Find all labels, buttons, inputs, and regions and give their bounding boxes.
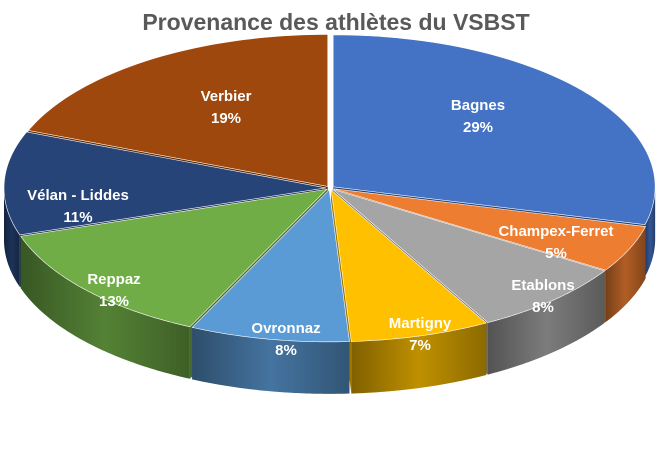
slice-percent-etablons: 8%	[532, 299, 554, 316]
pie-outer-wall-reppaz	[20, 236, 190, 379]
pie-labels: Bagnes 29% Champex-Ferret 5% Etablons 8% Marti…	[27, 88, 613, 359]
pie-tops	[3, 34, 656, 343]
slice-percent-reppaz: 13%	[99, 293, 129, 310]
slice-percent-velan-liddes: 11%	[63, 209, 92, 226]
pie-slice-martigny	[330, 189, 487, 342]
slice-percent-verbier: 19%	[211, 110, 241, 127]
pie-outer-wall-champex-ferret	[605, 226, 646, 323]
pie-slice-reppaz	[20, 188, 328, 328]
slice-percent-bagnes: 29%	[463, 119, 493, 136]
pie-slice-ovronnaz	[191, 189, 350, 343]
slice-label-martigny: Martigny	[389, 315, 452, 332]
pie-slice-champex-ferret	[333, 188, 647, 271]
slice-label-ovronnaz: Ovronnaz	[251, 320, 320, 337]
pie-outer-wall-etablons	[487, 270, 605, 375]
slice-percent-martigny: 7%	[409, 337, 431, 354]
slice-label-champex-ferret: Champex-Ferret	[498, 223, 613, 240]
pie-outer-wall-martigny	[351, 323, 487, 394]
pie-outer-wall-velan-liddes	[4, 187, 20, 287]
slice-label-velan-liddes: Vélan - Liddes	[27, 187, 129, 204]
slice-label-bagnes: Bagnes	[451, 97, 505, 114]
slice-label-etablons: Etablons	[511, 277, 574, 294]
pie-slice-bagnes	[332, 34, 656, 225]
slice-label-verbier: Verbier	[201, 88, 252, 105]
pie-outer-wall-bagnes	[645, 186, 656, 277]
chart-title: Provenance des athlètes du VSBST	[142, 9, 529, 35]
pie-slice-etablons	[332, 189, 606, 323]
pie-outer-wall-ovronnaz	[192, 327, 350, 394]
pie-slice-verbier	[27, 34, 329, 187]
pie-slice-velan-liddes	[3, 131, 327, 236]
slice-percent-champex-ferret: 5%	[545, 245, 567, 262]
slice-percent-ovronnaz: 8%	[275, 342, 297, 359]
slice-label-reppaz: Reppaz	[87, 271, 140, 288]
